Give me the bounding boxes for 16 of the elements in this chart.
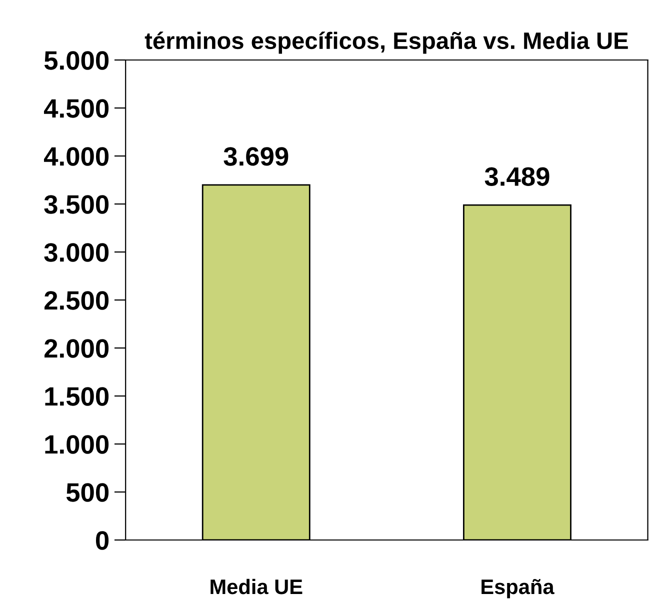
- y-tick-label: 0: [96, 531, 109, 550]
- y-tick-label: 5.000: [44, 51, 109, 70]
- y-tick-label: 1.500: [45, 387, 109, 406]
- data-label: 3.699: [224, 147, 288, 166]
- x-tick-label: Media UE: [210, 578, 302, 594]
- y-tick-label: 3.500: [44, 195, 109, 214]
- y-tick-label: 1.000: [45, 435, 109, 454]
- chart-title: términos específicos, España vs. Media UE: [144, 32, 628, 54]
- y-tick-label: 2.000: [44, 339, 109, 358]
- y-tick-label: 500: [66, 483, 109, 502]
- x-tick-label: España: [482, 578, 554, 598]
- y-tick-label: 3.000: [44, 243, 109, 262]
- y-tick-label: 2.500: [44, 291, 109, 310]
- data-label: 3.489: [484, 167, 550, 186]
- y-tick-label: 4.500: [44, 99, 109, 118]
- y-tick-label: 4.000: [44, 147, 109, 166]
